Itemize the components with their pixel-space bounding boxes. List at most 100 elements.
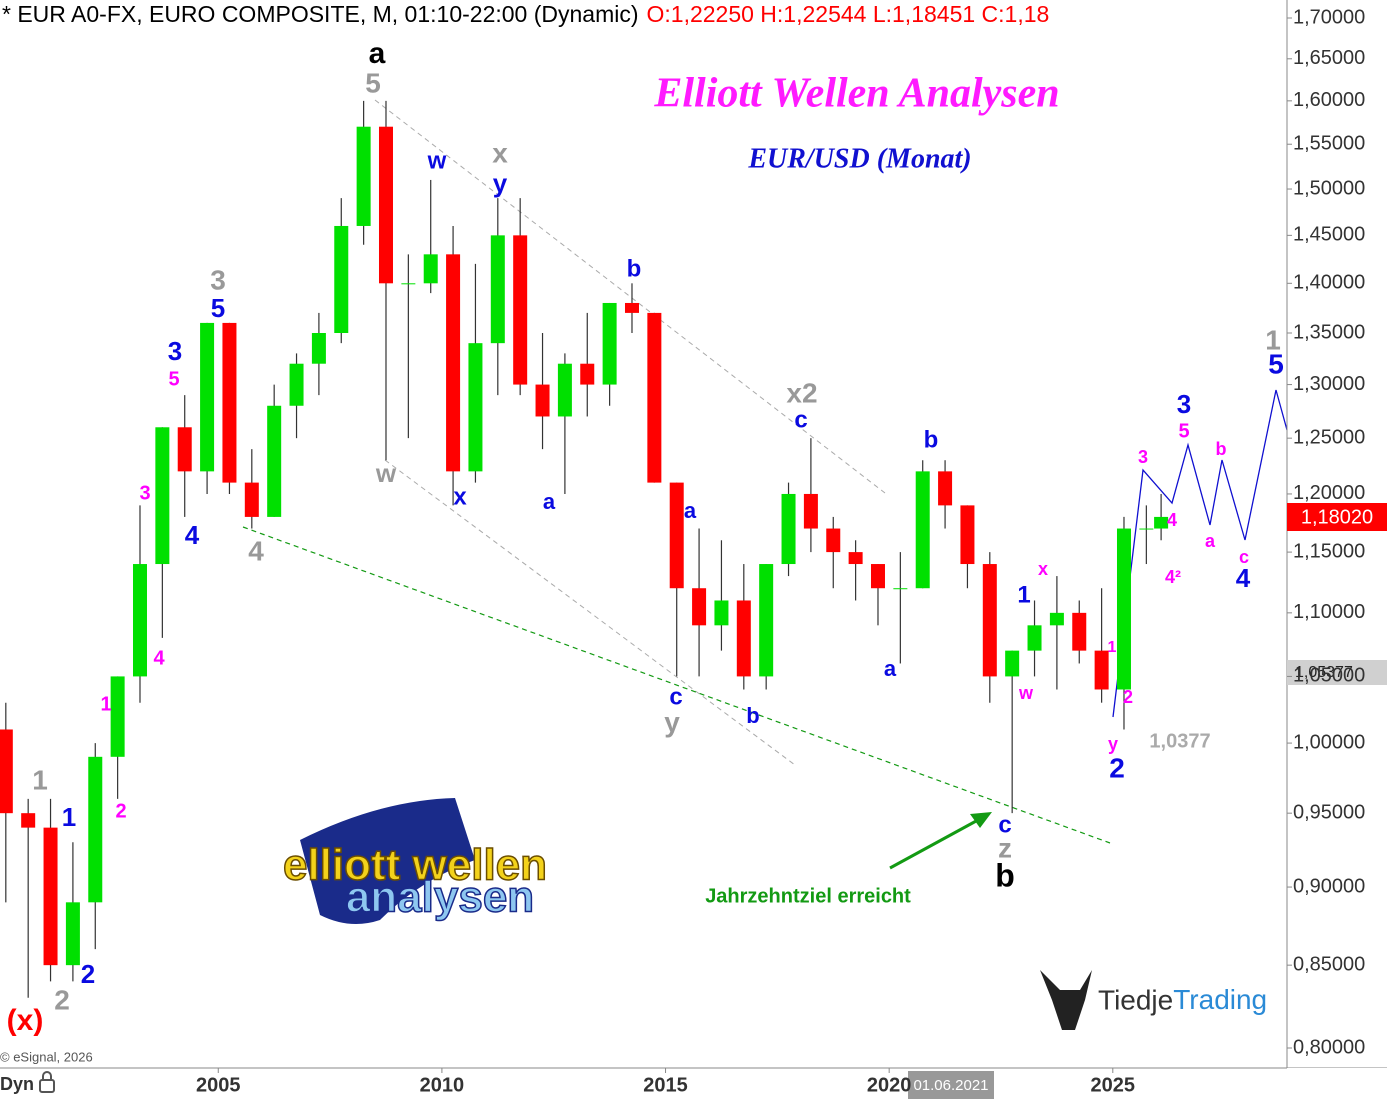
candle-body	[624, 302, 639, 313]
candle-body	[244, 482, 259, 517]
y-tick-label: 1,70000	[1293, 6, 1365, 28]
logo-bull	[1040, 970, 1092, 1030]
candle-body	[692, 588, 707, 626]
candle-body	[43, 827, 58, 966]
candle-body	[177, 427, 192, 472]
trend-line	[384, 459, 796, 766]
candle-body	[65, 902, 80, 966]
y-tick-label: 1,55000	[1293, 133, 1365, 155]
date-marker: 01.06.2021	[913, 1077, 988, 1094]
candle-body	[110, 676, 125, 757]
candle-body	[602, 302, 617, 385]
candle-body	[88, 756, 103, 903]
candle-body	[714, 600, 729, 626]
wave-label: x	[1038, 559, 1048, 579]
candle-body	[1139, 528, 1154, 530]
wave-label: 5	[1178, 420, 1189, 442]
header-ohlc: O:1,22250 H:1,22544 L:1,18451 C:1,18	[647, 1, 1050, 27]
y-tick-label: 1,40000	[1293, 272, 1365, 294]
y-tick-label: 0,85000	[1293, 953, 1365, 975]
wave-label: 1	[100, 693, 111, 715]
wave-label: 3	[139, 482, 150, 504]
wave-label: 5	[1268, 348, 1284, 379]
y-tick-label: 1,25000	[1293, 426, 1365, 448]
wave-label: 2	[54, 984, 70, 1015]
header: * EUR A0-FX, EURO COMPOSITE, M, 01:10-22…	[2, 1, 1049, 27]
candle-body	[1094, 650, 1109, 690]
last-price-label: 1,18020	[1301, 506, 1373, 528]
candle-body	[423, 254, 438, 284]
wave-label: 5	[168, 368, 179, 390]
candle-body	[736, 600, 751, 677]
wave-label: c	[998, 811, 1011, 838]
plot-area	[0, 99, 1288, 998]
candle-body	[580, 363, 595, 385]
target-arrow	[889, 818, 979, 870]
mode-label: Dyn	[0, 1074, 34, 1094]
candle-body	[557, 363, 572, 417]
y-tick-label: 1,60000	[1293, 89, 1365, 111]
candle-body	[468, 343, 483, 472]
wave-label: a	[369, 37, 386, 70]
wave-label: 3	[210, 264, 226, 295]
chart-subtitle: EUR/USD (Monat)	[747, 143, 971, 174]
wave-label: w	[375, 458, 397, 488]
candle-body	[870, 564, 885, 589]
candle-body	[1049, 612, 1064, 626]
y-tick-label: 1,15000	[1293, 540, 1365, 562]
y-tick-label: 1,05000	[1293, 665, 1365, 687]
candle-body	[289, 363, 304, 406]
candle-body	[21, 813, 36, 828]
candle-body	[267, 405, 282, 517]
wave-label: b	[924, 426, 939, 453]
wave-label: 1	[62, 802, 76, 832]
target-arrowhead	[970, 812, 992, 828]
wave-label: y	[493, 168, 508, 198]
wave-label: 1	[1108, 639, 1117, 656]
y-tick-label: 1,35000	[1293, 321, 1365, 343]
wave-label: a	[1205, 531, 1216, 551]
candle-body	[200, 322, 215, 472]
wave-label: 3	[1177, 389, 1191, 419]
y-tick-label: 1,00000	[1293, 731, 1365, 753]
wave-label: 2	[115, 800, 126, 822]
y-tick-label: 0,80000	[1293, 1036, 1365, 1058]
lock-icon	[39, 1079, 55, 1093]
logo-bottom: analysen	[346, 873, 534, 922]
wave-label: c	[1239, 547, 1249, 567]
header-text: * EUR A0-FX, EURO COMPOSITE, M, 01:10-22…	[2, 1, 639, 27]
wave-label: b	[1216, 439, 1227, 459]
logo-trading: Trading	[1173, 984, 1267, 1015]
candle-body	[826, 528, 841, 553]
candle-body	[334, 225, 349, 334]
candle-body	[647, 312, 662, 483]
wave-label: x2	[786, 377, 817, 408]
candle-body	[311, 333, 326, 364]
candle-body	[155, 427, 170, 565]
wave-label: w	[1018, 683, 1034, 703]
ref-price-label: 1,05377	[1295, 664, 1353, 681]
candle-body	[781, 493, 796, 565]
candle-body	[1072, 612, 1087, 651]
wave-label: 4	[153, 647, 165, 669]
candle-body	[132, 564, 147, 677]
wave-label: 1	[1017, 581, 1030, 608]
y-tick-label: 1,65000	[1293, 47, 1365, 69]
y-tick-label: 1,45000	[1293, 224, 1365, 246]
target-note: Jahrzehntziel erreicht	[705, 885, 911, 907]
candle-body	[982, 564, 997, 677]
wave-label: x	[453, 483, 467, 510]
x-tick-label: 2010	[420, 1074, 465, 1096]
wave-label: (x)	[7, 1004, 44, 1037]
wave-label: a	[543, 489, 556, 514]
candle-body	[759, 564, 774, 677]
wave-label: 5	[365, 67, 381, 98]
wave-label: y	[664, 706, 680, 737]
candle-body	[893, 588, 908, 590]
lock-shackle	[42, 1071, 52, 1080]
wave-label: 1,0377	[1149, 730, 1210, 752]
wave-label: 4²	[1165, 567, 1181, 587]
candle-body	[1005, 650, 1020, 677]
wave-label: 4	[1167, 510, 1177, 530]
